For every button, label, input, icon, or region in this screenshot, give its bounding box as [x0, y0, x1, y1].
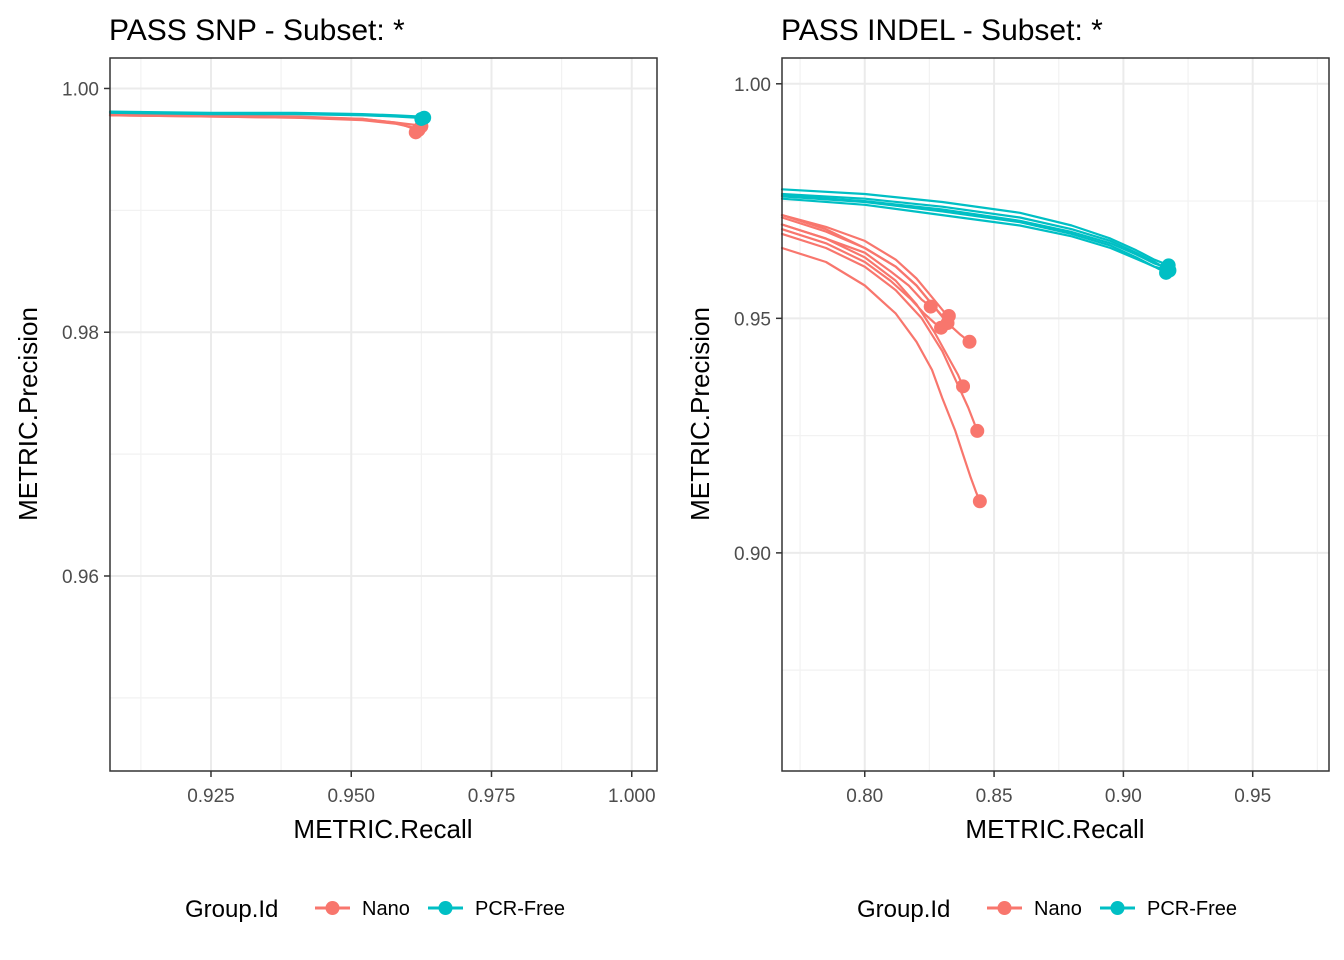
snp-legend-marker-pcr-free: [438, 901, 453, 915]
snp-x-axis: 0.925 0.950 0.975 1.000: [187, 771, 656, 807]
snp-legend-label-pcr-free: PCR-Free: [475, 898, 565, 920]
snp-endpoint-pcr-free: [414, 111, 429, 126]
indel-series-line-pcr-free: [780, 192, 1169, 271]
indel-endpoint-nano: [956, 379, 971, 394]
indel-series-line-pcr-free: [780, 194, 1168, 269]
indel-chart-title: PASS INDEL - Subset: *: [781, 14, 1103, 47]
indel-series-line-nano: [780, 246, 982, 503]
indel-legend: Group.Id Nano PCR-Free: [857, 896, 1237, 923]
indel-y-axis: 0.90 0.95 1.00: [734, 75, 782, 565]
indel-x-tick-label: 0.80: [846, 786, 883, 807]
snp-x-tick-label: 0.925: [187, 786, 235, 807]
indel-endpoint-nano: [970, 423, 985, 438]
snp-legend-marker-nano: [325, 901, 340, 915]
indel-panel: PASS INDEL - Subset: * 0.80 0.85 0.90 0.95 …: [685, 14, 1330, 923]
indel-series-line-pcr-free: [780, 188, 1170, 267]
indel-series-line-nano: [780, 216, 971, 343]
indel-y-tick-label: 0.95: [734, 309, 771, 330]
indel-series-line-nano: [780, 223, 932, 308]
snp-panel: PASS SNP - Subset: * 0.925 0.950 0.975 1.00…: [13, 14, 658, 923]
indel-plot-background: [782, 58, 1329, 771]
snp-legend-title: Group.Id: [185, 896, 278, 923]
snp-x-tick-label: 0.950: [327, 786, 375, 807]
indel-series-line-nano: [780, 228, 943, 329]
indel-endpoints: [923, 258, 1177, 509]
indel-x-tick-label: 0.90: [1105, 786, 1142, 807]
indel-plot-border: [781, 57, 1330, 772]
snp-y-axis-title: METRIC.Precision: [13, 307, 43, 521]
indel-endpoint-pcr-free: [1159, 260, 1174, 275]
snp-legend-label-nano: Nano: [362, 898, 410, 920]
indel-series-lines: [780, 188, 1171, 503]
indel-x-axis-title: METRIC.Recall: [965, 814, 1144, 844]
indel-legend-title: Group.Id: [857, 896, 950, 923]
indel-endpoint-nano: [962, 334, 977, 349]
snp-y-tick-label: 0.98: [62, 323, 99, 344]
snp-plot-border: [109, 57, 658, 772]
indel-x-axis: 0.80 0.85 0.90 0.95: [846, 771, 1271, 807]
indel-legend-label-nano: Nano: [1034, 898, 1082, 920]
snp-chart-title: PASS SNP - Subset: *: [109, 14, 405, 47]
indel-series-line-nano: [780, 214, 950, 318]
indel-x-tick-label: 0.95: [1234, 786, 1271, 807]
snp-legend: Group.Id Nano PCR-Free: [185, 896, 565, 923]
snp-y-tick-label: 0.96: [62, 567, 99, 588]
indel-endpoint-nano: [972, 494, 987, 509]
snp-y-axis: 0.96 0.98 1.00: [62, 79, 110, 588]
indel-legend-marker-pcr-free: [1110, 901, 1125, 915]
indel-series-line-nano: [780, 232, 979, 432]
snp-y-tick-label: 1.00: [62, 79, 99, 100]
snp-grid: [110, 58, 657, 771]
snp-plot-background: [110, 58, 657, 771]
snp-x-tick-label: 0.975: [468, 786, 516, 807]
indel-endpoint-nano: [923, 299, 938, 314]
indel-y-tick-label: 1.00: [734, 75, 771, 96]
indel-x-tick-label: 0.85: [976, 786, 1013, 807]
indel-endpoint-nano: [941, 308, 956, 323]
indel-grid: [782, 58, 1329, 771]
snp-x-axis-title: METRIC.Recall: [293, 814, 472, 844]
snp-x-tick-label: 1.000: [608, 786, 656, 807]
indel-series-line-pcr-free: [780, 197, 1171, 272]
snp-endpoints: [408, 110, 432, 140]
indel-legend-marker-nano: [997, 901, 1012, 915]
indel-y-tick-label: 0.90: [734, 544, 771, 565]
indel-legend-label-pcr-free: PCR-Free: [1147, 898, 1237, 920]
indel-y-axis-title: METRIC.Precision: [685, 307, 715, 521]
